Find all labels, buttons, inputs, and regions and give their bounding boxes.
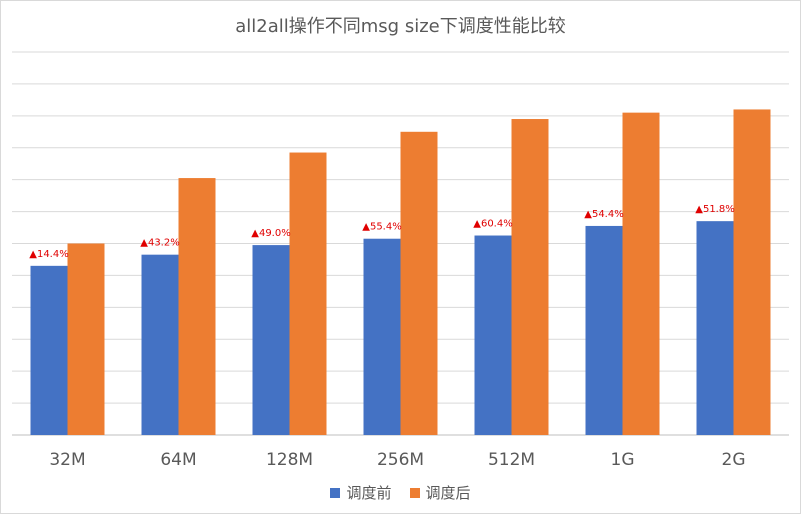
bar-before-512m: [474, 235, 512, 435]
legend-item-after: 调度后: [409, 482, 471, 503]
bar-before-32m: [30, 265, 68, 435]
improvement-annotation: ▲49.0%: [251, 228, 290, 239]
bar-before-64m: [141, 254, 179, 435]
bar-after-2g: [733, 109, 771, 435]
x-tick-label: 2G: [722, 450, 746, 470]
improvement-annotation: ▲54.4%: [584, 209, 623, 220]
x-tick-label: 256M: [377, 450, 424, 470]
x-tick-label: 512M: [488, 450, 535, 470]
x-tick-label: 128M: [266, 450, 313, 470]
legend-label-before: 调度前: [346, 484, 392, 502]
legend-swatch-after: [409, 487, 420, 498]
legend-label-after: 调度后: [425, 484, 471, 502]
improvement-annotation: ▲51.8%: [695, 204, 734, 215]
bar-before-256m: [363, 238, 401, 435]
legend-item-before: 调度前: [330, 482, 392, 503]
improvement-annotation: ▲55.4%: [362, 222, 401, 233]
x-tick-label: 32M: [49, 450, 85, 470]
bar-before-1g: [585, 225, 623, 435]
x-tick-label: 1G: [611, 450, 635, 470]
bar-after-256m: [400, 131, 438, 435]
legend-swatch-before: [330, 487, 341, 498]
bar-before-128m: [252, 245, 290, 435]
improvement-annotation: ▲43.2%: [140, 238, 179, 249]
bar-after-1g: [622, 112, 660, 436]
bar-after-512m: [511, 119, 549, 436]
improvement-annotation: ▲60.4%: [473, 219, 512, 230]
improvement-annotation: ▲14.4%: [29, 249, 68, 260]
bar-before-2g: [696, 221, 734, 435]
chart-title: all2all操作不同msg size下调度性能比较: [235, 16, 566, 37]
bar-after-64m: [178, 178, 216, 435]
x-tick-label: 64M: [160, 450, 196, 470]
bar-after-32m: [67, 243, 105, 435]
chart-legend: 调度前 调度后: [0, 482, 801, 503]
bar-after-128m: [289, 152, 327, 435]
